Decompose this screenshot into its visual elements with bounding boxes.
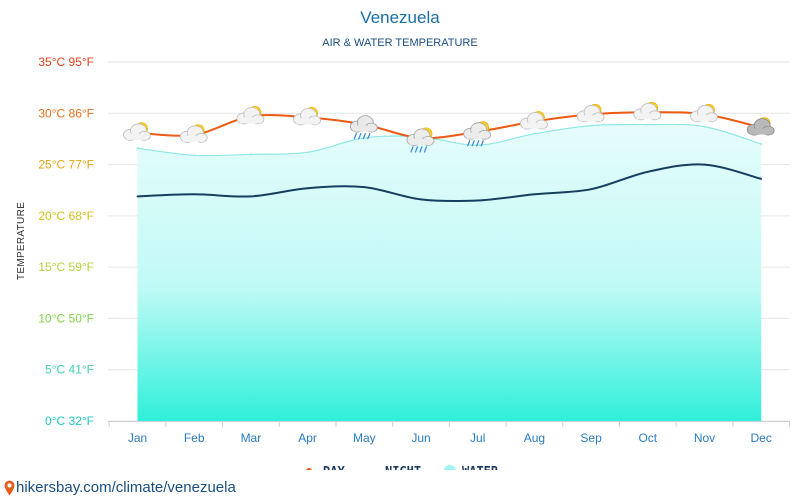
night-point (533, 193, 536, 196)
y-tick-label: 5°C 41°F (45, 363, 94, 377)
rain-partly-cloudy-icon (463, 121, 492, 147)
night-point (476, 199, 479, 202)
chart-subtitle: AIR & WATER TEMPERATURE (322, 37, 477, 49)
legend-item-water[interactable]: WATER (444, 464, 499, 470)
partly-cloudy-icon (520, 111, 548, 130)
night-point (136, 195, 139, 198)
x-tick-label: Nov (694, 431, 715, 445)
x-tick-label: Mar (241, 431, 262, 445)
partly-cloudy-icon (236, 106, 265, 125)
water-point (533, 132, 536, 135)
map-pin-icon (4, 480, 15, 495)
x-axis: Jan Feb Mar Apr May Jun Jul Aug Sep Oct Nov Dec (108, 421, 791, 445)
y-tick-label: 20°C 68°F (38, 209, 94, 223)
y-tick-label: 25°C 77°F (38, 158, 94, 172)
water-point (250, 153, 252, 156)
water-point (646, 123, 649, 126)
partly-cloudy-icon (633, 101, 662, 121)
legend: DAY NIGHT WATER (301, 464, 499, 470)
water-point (193, 154, 196, 157)
night-point (193, 193, 196, 196)
x-tick-label: Jun (411, 431, 430, 445)
night-line (137, 163, 762, 203)
temperature-chart: Venezuela AIR & WATER TEMPERATURE TEMPER… (16, 8, 791, 470)
x-tick-label: Apr (298, 431, 317, 445)
night-series (136, 163, 763, 203)
x-tick-label: Oct (638, 431, 657, 445)
partly-cloudy-icon (576, 103, 605, 123)
water-line (137, 123, 762, 157)
weather-icons (123, 101, 775, 153)
night-point (250, 195, 252, 198)
chart-title: Venezuela (360, 8, 440, 27)
legend-label-water: WATER (462, 464, 499, 470)
water-point (760, 143, 763, 145)
night-point (420, 198, 422, 201)
night-point (760, 178, 763, 180)
legend-item-night[interactable]: NIGHT (364, 464, 421, 470)
night-point (590, 188, 592, 191)
x-tick-label: Jul (470, 431, 485, 445)
rain-partly-cloudy-icon (406, 127, 435, 153)
x-tick-label: Aug (524, 431, 545, 445)
x-tick-label: Feb (184, 431, 205, 445)
x-tick-label: Sep (580, 431, 602, 445)
x-tick-label: Dec (751, 431, 772, 445)
legend-label-night: NIGHT (385, 464, 421, 470)
rain-cloud-icon (349, 115, 378, 140)
night-point (306, 187, 309, 190)
footer-text: hikersbay.com/climate/venezuela (16, 479, 236, 496)
x-tick-label: Jan (128, 431, 147, 445)
night-point (363, 186, 366, 189)
water-point (703, 125, 706, 128)
y-tick-label: 35°C 95°F (38, 55, 94, 69)
legend-label-day: DAY (323, 464, 345, 470)
y-tick-label: 0°C 32°F (45, 414, 94, 428)
legend-item-day[interactable]: DAY (301, 464, 345, 470)
footer-link[interactable]: hikersbay.com/climate/venezuela (4, 479, 236, 496)
y-tick-label: 10°C 50°F (38, 311, 94, 325)
y-axis-label: TEMPERATURE (16, 202, 27, 280)
night-point (646, 170, 649, 173)
y-axis-ticks: 0°C 32°F 5°C 41°F 10°C 50°F 15°C 59°F 20°C 6… (38, 55, 94, 428)
water-point (590, 124, 592, 127)
water-area (137, 124, 762, 422)
overcast-sun-icon (746, 117, 775, 136)
partly-cloudy-icon (690, 103, 718, 123)
x-tick-label: May (353, 431, 376, 445)
y-tick-label: 30°C 86°F (38, 106, 94, 120)
water-point (136, 147, 139, 150)
partly-cloudy-icon (293, 107, 322, 126)
night-point (703, 163, 706, 166)
water-series (136, 123, 763, 422)
partly-cloudy-icon (179, 124, 208, 143)
partly-cloudy-icon (123, 122, 151, 141)
y-tick-label: 15°C 59°F (38, 260, 94, 274)
water-point (306, 151, 309, 154)
